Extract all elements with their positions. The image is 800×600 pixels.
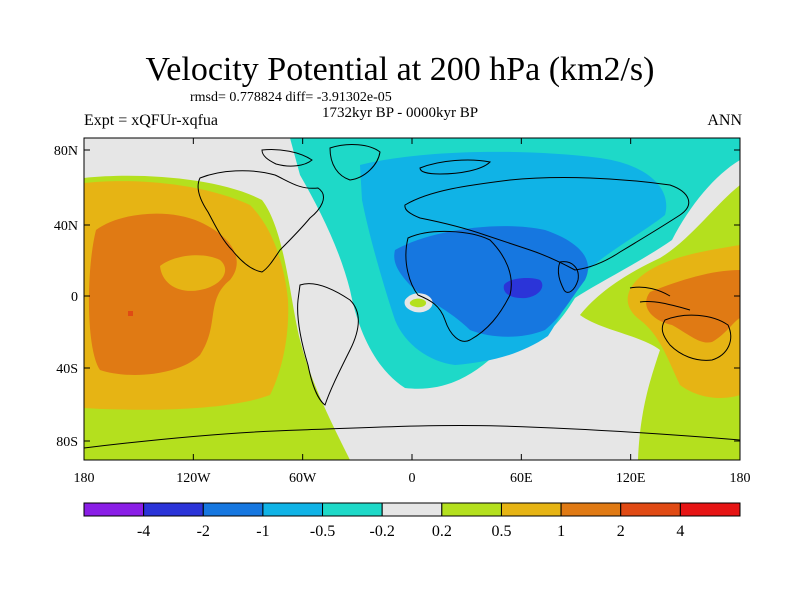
atlantic-greenish-spot	[409, 298, 427, 308]
colorbar-box	[500, 502, 562, 517]
experiment-label: Expt = xQFUr-xqfua	[84, 112, 219, 129]
colorbar-box	[83, 502, 145, 517]
colorbar-label: -4	[137, 523, 150, 540]
x-tick-label: 120E	[616, 471, 646, 486]
colorbar-label: -1	[256, 523, 269, 540]
y-tick-label: 80S	[56, 435, 78, 450]
colorbar-box	[620, 502, 681, 517]
x-tick-label: 120W	[176, 471, 211, 486]
colorbar-box	[262, 502, 324, 517]
x-tick-label: 60W	[289, 471, 317, 486]
colorbar-box	[560, 502, 622, 517]
colorbar-box	[441, 502, 502, 517]
colorbar-label: 2	[617, 523, 625, 540]
colorbar-label: 0.2	[432, 523, 452, 540]
y-axis-ticks: 80N 40N 0 40S 80S	[54, 144, 740, 450]
x-tick-label: 180	[74, 471, 95, 486]
colorbar-label: 1	[557, 523, 565, 540]
pacific-red-spot	[128, 311, 133, 316]
colorbar-label: 0.5	[491, 523, 511, 540]
colorbar-box	[202, 502, 264, 517]
colorbar-label: 4	[676, 523, 684, 540]
y-tick-label: 0	[71, 290, 78, 305]
stats-subtitle: rmsd= 0.778824 diff= -3.91302e-05	[190, 90, 392, 105]
coastlines	[84, 144, 740, 449]
x-tick-label: 180	[730, 471, 751, 486]
x-axis-ticks: 180 120W 60W 0 60E 120E 180	[74, 138, 751, 486]
pacific-orange-hole	[160, 255, 226, 291]
y-tick-label: 80N	[54, 144, 78, 159]
plot-title: Velocity Potential at 200 hPa (km2/s)	[145, 51, 655, 88]
x-tick-label: 60E	[510, 471, 533, 486]
colorbar-box	[322, 502, 383, 517]
pacific-darkorange	[88, 213, 237, 375]
colorbar-box	[381, 502, 443, 517]
colorbar-label: -0.2	[370, 523, 395, 540]
y-tick-label: 40N	[54, 219, 78, 234]
colorbar-label: -0.5	[310, 523, 335, 540]
x-tick-label: 0	[409, 471, 416, 486]
colorbar-box	[679, 502, 741, 517]
colorbar-box	[143, 502, 204, 517]
colorbar-label: -2	[197, 523, 210, 540]
y-tick-label: 40S	[56, 362, 78, 377]
negative-darkblue	[503, 277, 543, 299]
colorbar: -4 -2 -1 -0.5 -0.2 0.2 0.5 1 2 4	[83, 502, 741, 540]
period-label: 1732kyr BP - 0000kyr BP	[321, 105, 479, 121]
eastpac-darkorange	[646, 270, 740, 343]
contour-fill	[84, 138, 740, 460]
season-label: ANN	[707, 112, 742, 129]
